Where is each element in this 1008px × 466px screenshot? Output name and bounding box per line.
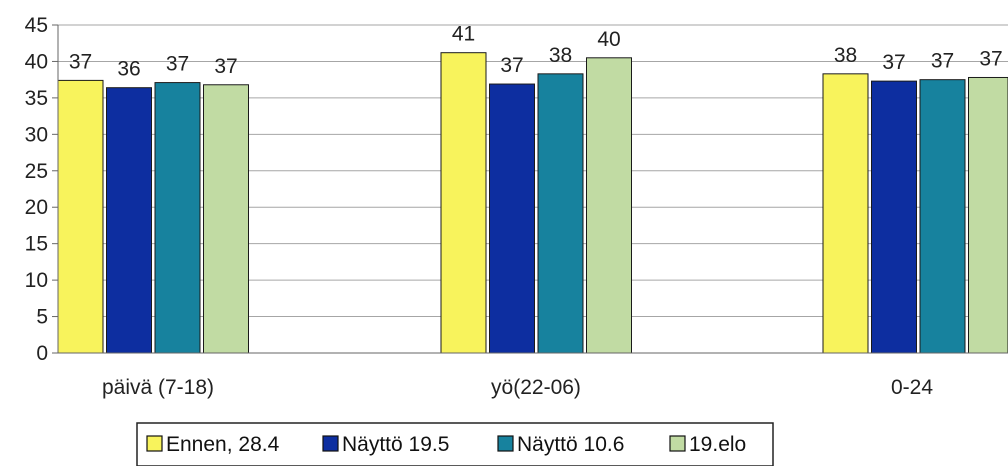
bar — [919, 79, 966, 354]
data-label: 37 — [882, 51, 905, 74]
data-label: 37 — [166, 53, 189, 76]
y-tick-label: 45 — [25, 14, 48, 37]
data-label: 37 — [214, 55, 237, 78]
legend-entry: Näyttö 19.5 — [342, 433, 449, 456]
bar — [106, 87, 152, 354]
data-label: 36 — [117, 58, 140, 81]
legend: Ennen, 28.4 Näyttö 19.5 Näyttö 10.6 19.elo — [136, 422, 774, 466]
legend-entry: Näyttö 10.6 — [517, 433, 624, 456]
y-tick-label: 40 — [25, 50, 48, 73]
bar — [871, 80, 917, 354]
legend-swatch — [669, 435, 686, 452]
category-label: päivä (7-18) — [102, 376, 214, 399]
legend-swatch — [146, 435, 163, 452]
legend-swatch — [322, 435, 339, 452]
data-label: 37 — [69, 50, 92, 73]
axes — [52, 24, 1008, 354]
legend-box — [136, 422, 774, 466]
legend-swatch — [497, 435, 514, 452]
y-tick-label: 30 — [25, 123, 48, 146]
y-tick-label: 15 — [25, 233, 48, 256]
y-tick-label: 0 — [36, 342, 48, 365]
data-label: 37 — [931, 50, 954, 73]
bar — [968, 76, 1008, 354]
legend-entry: Ennen, 28.4 — [166, 433, 280, 456]
data-label: 37 — [500, 54, 523, 77]
data-label: 38 — [549, 44, 572, 67]
category-label: 0-24 — [891, 376, 933, 399]
category-label: yö(22-06) — [491, 376, 581, 399]
bars — [57, 52, 1008, 354]
bar — [537, 73, 584, 354]
y-tick-labels: 0 5 10 15 20 25 30 35 40 45 — [25, 14, 48, 365]
category-labels: päivä (7-18) yö(22-06) 0-24 — [102, 376, 933, 399]
bar — [154, 82, 201, 354]
bar — [440, 52, 487, 354]
bar — [822, 73, 869, 354]
value-labels: 37 36 37 37 41 37 38 40 38 37 37 37 — [69, 23, 1003, 81]
data-label: 37 — [979, 47, 1002, 70]
bar — [586, 57, 632, 354]
bar — [203, 84, 249, 354]
y-tick-label: 20 — [25, 196, 48, 219]
y-tick-label: 10 — [25, 269, 48, 292]
y-tick-label: 25 — [25, 160, 48, 183]
bar — [489, 83, 535, 354]
y-tick-label: 5 — [36, 306, 48, 329]
y-tick-label: 35 — [25, 87, 48, 110]
legend-entry: 19.elo — [689, 433, 746, 456]
data-label: 40 — [597, 28, 620, 51]
data-label: 38 — [834, 44, 857, 67]
data-label: 41 — [452, 23, 475, 46]
bar — [57, 79, 104, 354]
